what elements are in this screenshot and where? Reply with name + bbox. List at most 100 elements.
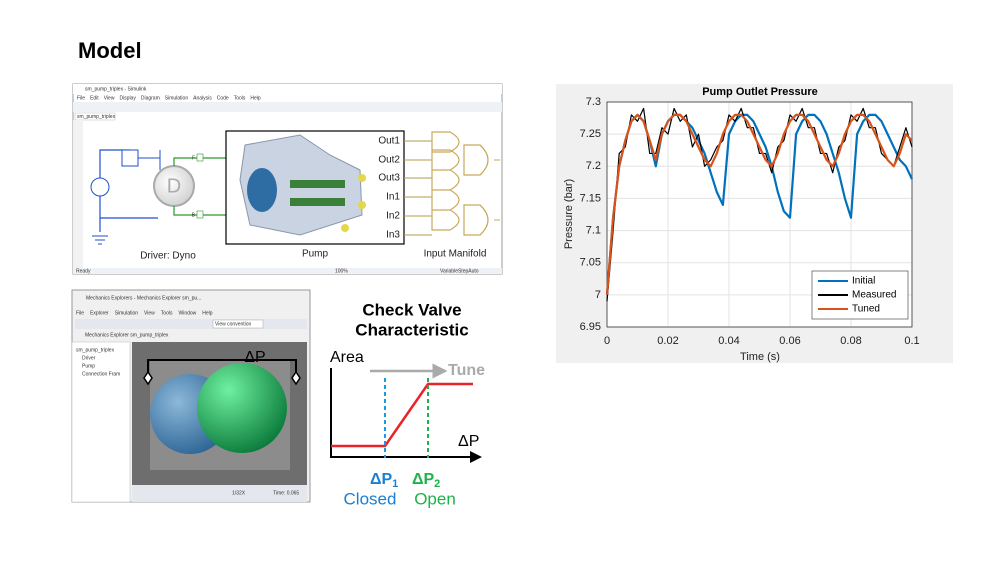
pump-part — [358, 201, 366, 209]
toolbar — [75, 319, 307, 329]
legend-label: Measured — [852, 290, 896, 301]
y-tick-label: 7.15 — [580, 192, 601, 204]
menu-item[interactable]: Analysis — [193, 95, 212, 101]
window-title: Mechanics Explorers - Mechanics Explorer… — [86, 295, 201, 301]
tree-item[interactable]: Pump — [82, 363, 95, 369]
menu-item[interactable]: Help — [250, 95, 261, 101]
curve — [331, 382, 473, 448]
pump-part — [358, 174, 366, 182]
closed-label: Closed — [344, 489, 397, 508]
window-title: sm_pump_triplex - Simulink — [85, 86, 147, 92]
view-convention: View convention — [215, 321, 252, 327]
speed: 1/32X — [232, 490, 246, 496]
menu-item[interactable]: View — [144, 310, 155, 316]
zoom: 100% — [335, 268, 348, 274]
axes-box — [606, 101, 913, 328]
wire — [404, 140, 432, 236]
p1-label: ΔP1 — [370, 471, 398, 490]
tab-label: sm_pump_triplex — [77, 114, 116, 120]
toolbar — [73, 102, 502, 112]
tab-label: Mechanics Explorer sm_pump_triplex — [85, 332, 169, 338]
block-label: Driver: Dyno — [140, 251, 196, 262]
menu-item[interactable]: Tools — [234, 95, 246, 101]
pump-part — [341, 224, 349, 232]
menu-item[interactable]: View — [104, 95, 115, 101]
menu-item[interactable]: File — [77, 95, 85, 101]
tree-item[interactable]: Connection Fram — [82, 371, 120, 377]
series-line — [606, 107, 913, 302]
menu-item[interactable]: Code — [217, 95, 229, 101]
cv-title: Characteristic — [355, 320, 468, 339]
check-valve: Check Valve Characteristic Area ΔP Tune … — [330, 300, 485, 508]
title-bar — [73, 84, 502, 94]
ball — [197, 363, 287, 453]
playback-bar — [132, 485, 307, 502]
pump-ports: Out1 Out2 Out3 In1 In2 In3 — [378, 136, 400, 241]
port — [196, 153, 204, 162]
p1-symbol: ΔP — [370, 471, 393, 488]
menu-item[interactable]: Tools — [161, 310, 173, 316]
port-label: In3 — [386, 230, 400, 241]
open-label: Open — [414, 489, 456, 508]
pump-part — [290, 198, 345, 206]
y-tick-label: 7 — [595, 289, 601, 301]
cv-title: Check Valve — [362, 300, 461, 319]
p2-sub: 2 — [434, 478, 440, 490]
port-label: Out2 — [378, 155, 400, 166]
menu-item[interactable]: Help — [202, 310, 213, 316]
tree-item[interactable]: Driver — [82, 355, 96, 361]
port-label: In1 — [386, 192, 400, 203]
axes — [330, 368, 482, 463]
menu-bar: File Explorer Simulation View Tools Window Hel… — [76, 310, 213, 316]
series-line — [605, 113, 913, 295]
y-tick-label: 7.25 — [580, 128, 601, 140]
menu-item[interactable]: Simulation — [115, 310, 139, 316]
port-label: Out1 — [378, 136, 400, 147]
x-tick-label: 0.1 — [904, 335, 919, 347]
dp-node — [143, 370, 301, 386]
y-tick-label: 6.95 — [580, 321, 601, 333]
menu-item[interactable]: Window — [178, 310, 196, 316]
menu-item[interactable]: File — [76, 310, 84, 316]
tree: sm_pump_triplex Driver Pump Connection Fram — [76, 347, 120, 377]
block-label: Pump — [302, 249, 329, 260]
tune-label: Tune — [448, 362, 485, 379]
status-bar — [73, 268, 502, 274]
x-tick-label: 0.04 — [718, 335, 739, 347]
side-palette — [73, 120, 83, 268]
port-label: B — [192, 212, 196, 218]
mechanics-window: Mechanics Explorers - Mechanics Explorer… — [71, 289, 311, 503]
port-label: In2 — [386, 211, 400, 222]
status: Ready — [76, 268, 91, 274]
port — [196, 210, 204, 219]
x-tick-label: 0.02 — [657, 335, 678, 347]
port-label: Out3 — [378, 173, 400, 184]
p1-sub: 1 — [392, 478, 398, 490]
port-label: F — [192, 155, 195, 161]
x-axis-label: Time (s) — [740, 351, 780, 363]
chart-title: Pump Outlet Pressure — [702, 86, 818, 98]
y-tick-label: 7.05 — [580, 257, 601, 269]
y-tick-label: 7.1 — [586, 224, 601, 236]
tab[interactable] — [74, 112, 116, 121]
y-tick-label: 7.2 — [586, 160, 601, 172]
x-tick-label: 0.08 — [840, 335, 861, 347]
ground — [92, 235, 108, 245]
legend-label: Initial — [852, 276, 875, 287]
menu-item[interactable]: Edit — [90, 95, 99, 101]
legend-label: Tuned — [852, 304, 880, 315]
menu-item[interactable]: Simulation — [165, 95, 189, 101]
menu-item[interactable]: Diagram — [141, 95, 160, 101]
view-dropdown[interactable] — [212, 319, 264, 329]
wire — [494, 159, 500, 221]
y-tick-label: 7.3 — [586, 96, 601, 108]
pump-part — [290, 180, 345, 188]
menu-item[interactable]: Display — [119, 95, 136, 101]
pump-part — [247, 168, 277, 212]
manifold — [431, 131, 489, 236]
tree-item[interactable]: sm_pump_triplex — [76, 347, 115, 353]
menu-item[interactable]: Explorer — [90, 310, 109, 316]
